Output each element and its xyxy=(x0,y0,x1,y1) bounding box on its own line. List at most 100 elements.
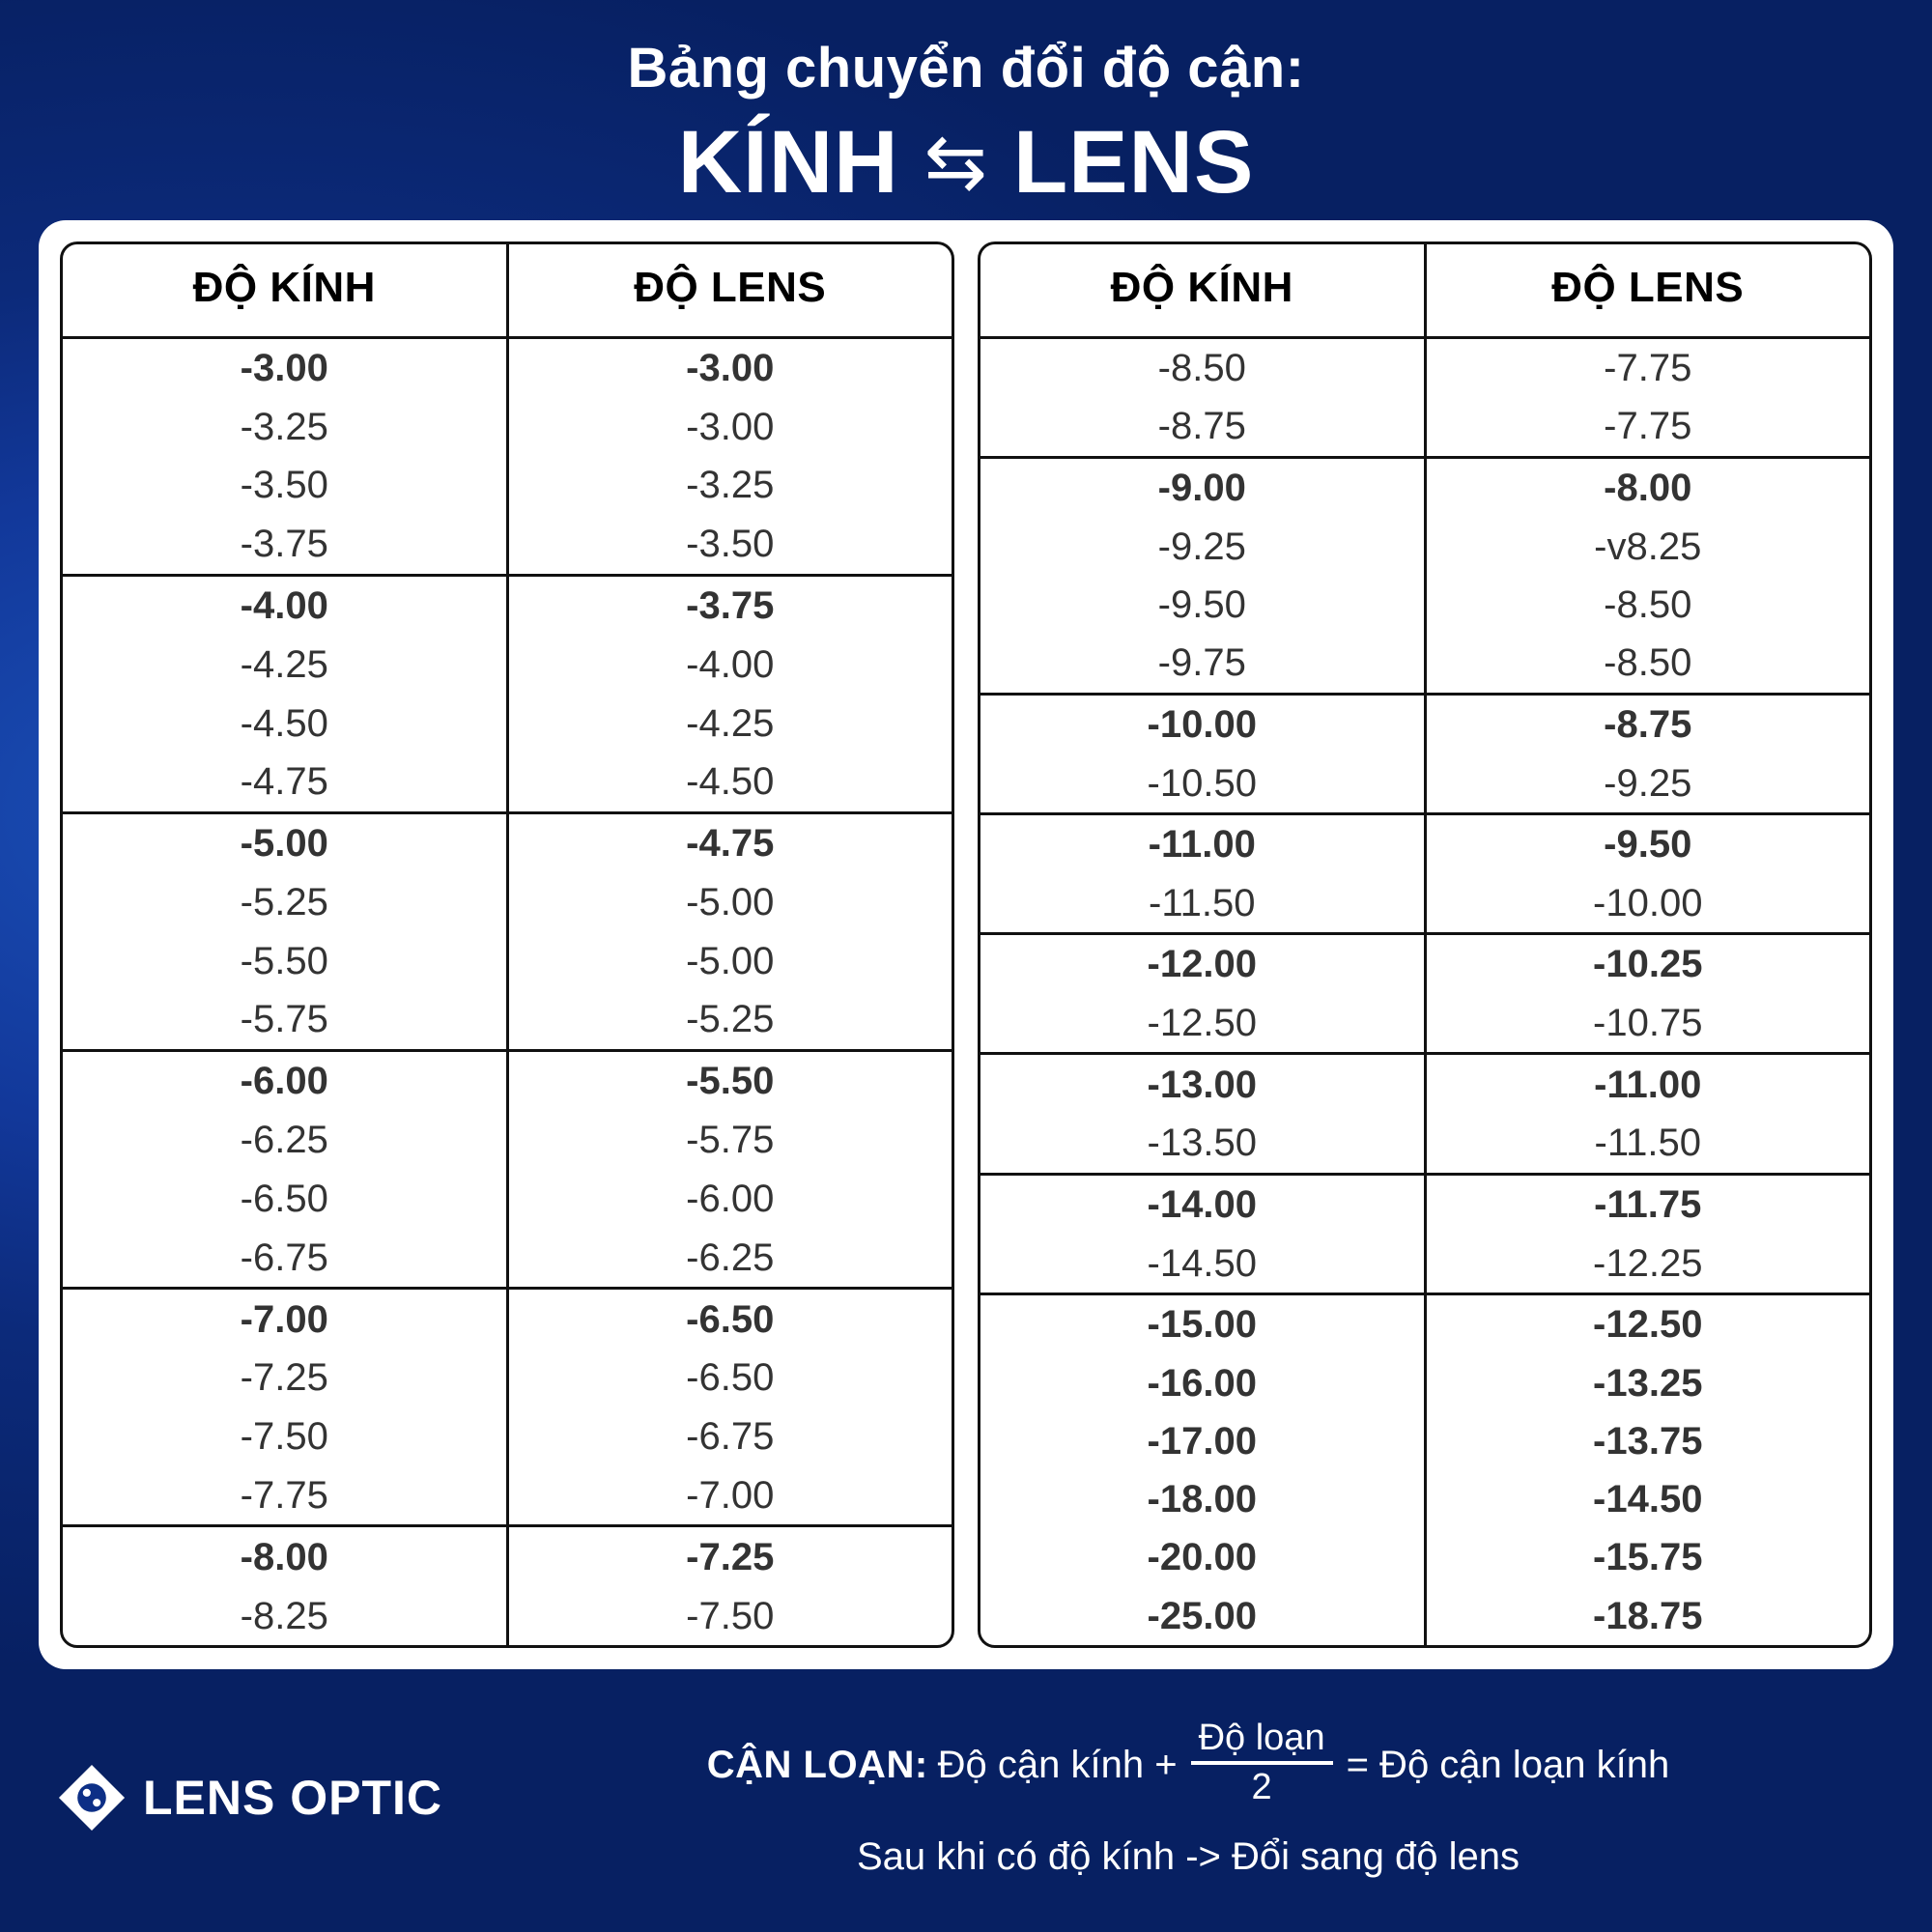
cell-do-kinh: -4.00 xyxy=(63,575,509,636)
cell-do-lens: -7.50 xyxy=(686,1594,775,1637)
cell-do-kinh: -3.00 xyxy=(63,337,509,398)
brand-name: LENS OPTIC xyxy=(143,1771,443,1825)
cell-do-kinh: -6.00 xyxy=(63,1050,509,1111)
table-row: -3.50 -3.25 xyxy=(63,456,952,515)
cell-do-kinh: -4.75 xyxy=(63,752,509,814)
page-subtitle: Bảng chuyển đổi độ cận: xyxy=(627,37,1305,99)
table-row: -5.25 -5.00 xyxy=(63,872,952,932)
cell-do-kinh: -6.50 xyxy=(63,1169,509,1229)
column-header-do-lens: ĐỘ LENS xyxy=(1425,244,1869,339)
page-title-kinh: KÍNH xyxy=(677,112,899,212)
table-row: -5.50 -5.00 xyxy=(63,931,952,990)
cell-do-kinh: -8.50 xyxy=(980,337,1427,398)
cell-do-lens: -8.00 xyxy=(1604,467,1692,510)
cell-do-lens: -6.25 xyxy=(507,1228,952,1291)
cell-do-kinh: -9.00 xyxy=(980,457,1427,518)
cell-do-lens: -6.75 xyxy=(686,1414,775,1458)
table-row: -12.50 -10.75 xyxy=(980,993,1869,1056)
formula-label: CẬN LOẠN: xyxy=(706,1743,928,1786)
cell-do-kinh: -7.75 xyxy=(63,1465,509,1528)
cell-do-lens: -4.75 xyxy=(686,822,775,866)
table-row: -8.00 -7.25 xyxy=(63,1525,952,1587)
cell-do-lens: -10.75 xyxy=(1425,993,1869,1056)
cell-do-lens: -8.50 xyxy=(1425,633,1869,696)
cell-do-kinh: -17.00 xyxy=(980,1411,1427,1471)
column-header-do-kinh: ĐỘ KÍNH xyxy=(63,244,509,339)
table-row: -7.00 -6.50 xyxy=(63,1288,952,1350)
table-row: -12.00 -10.25 xyxy=(980,933,1869,994)
cell-do-lens: -3.00 xyxy=(686,347,775,390)
cell-do-lens: -3.25 xyxy=(686,464,775,507)
cell-do-kinh: -9.75 xyxy=(980,633,1427,696)
cell-do-lens: -15.75 xyxy=(1593,1536,1703,1579)
cell-do-lens: -5.50 xyxy=(686,1060,775,1103)
cell-do-kinh: -11.00 xyxy=(980,813,1427,874)
table-row: -11.50 -10.00 xyxy=(980,873,1869,936)
cell-do-lens: -4.25 xyxy=(686,701,775,745)
table-row: -4.75 -4.50 xyxy=(63,752,952,814)
table-row: -4.00 -3.75 xyxy=(63,575,952,636)
table-row: -3.00 -3.00 xyxy=(63,337,952,398)
conversion-table-left-wrapper: ĐỘ KÍNH ĐỘ LENS -3.00 -3.00 -3.25 -3.00 -3.50-… xyxy=(60,242,954,1648)
lens-diamond-icon xyxy=(58,1764,126,1832)
cell-do-lens: -6.50 xyxy=(686,1297,775,1341)
cell-do-lens: -7.25 xyxy=(686,1535,775,1578)
cell-do-kinh: -25.00 xyxy=(980,1586,1427,1645)
cell-do-lens: -11.75 xyxy=(1594,1183,1702,1227)
formula-result: = Độ cận loạn kính xyxy=(1346,1743,1670,1786)
cell-do-lens: -5.00 xyxy=(686,939,775,982)
cell-do-kinh: -5.25 xyxy=(63,872,509,932)
table-row: -8.25 -7.50 xyxy=(63,1586,952,1645)
cell-do-lens: -7.75 xyxy=(1604,346,1692,389)
table-row: -25.00 -18.75 xyxy=(980,1586,1869,1645)
fraction-bar xyxy=(1190,1761,1333,1765)
cell-do-kinh: -15.00 xyxy=(980,1293,1427,1354)
cell-do-kinh: -7.50 xyxy=(63,1406,509,1466)
page-title-lens: LENS xyxy=(1012,112,1255,212)
cell-do-lens: -13.75 xyxy=(1593,1420,1703,1463)
table-row: -3.25 -3.00 xyxy=(63,397,952,457)
cell-do-kinh: -20.00 xyxy=(980,1528,1427,1587)
cell-do-kinh: -11.50 xyxy=(980,873,1427,936)
formula-note: Sau khi có độ kính -> Đổi sang độ lens xyxy=(857,1835,1520,1878)
cell-do-lens: -8.50 xyxy=(1604,582,1692,626)
cell-do-lens: -7.00 xyxy=(507,1465,952,1528)
table-row: -4.50 -4.25 xyxy=(63,694,952,753)
tables-container: ĐỘ KÍNH ĐỘ LENS -3.00 -3.00 -3.25 -3.00 -3.50-… xyxy=(60,242,1872,1648)
cell-do-kinh: -7.00 xyxy=(63,1288,509,1350)
table-row: -16.00 -13.25 xyxy=(980,1353,1869,1412)
cell-do-kinh: -16.00 xyxy=(980,1353,1427,1412)
table-row: -6.75 -6.25 xyxy=(63,1228,952,1291)
table-row: -11.00 -9.50 xyxy=(980,813,1869,874)
title-block: Bảng chuyển đổi độ cận: KÍNH ⇆ LENS xyxy=(0,0,1932,218)
formula-fraction: Độ loạn 2 xyxy=(1190,1718,1333,1808)
cell-do-lens: -5.25 xyxy=(507,989,952,1052)
tables-card: ĐỘ KÍNH ĐỘ LENS -3.00 -3.00 -3.25 -3.00 -3.50-… xyxy=(39,220,1893,1669)
cell-do-kinh: -3.75 xyxy=(63,514,509,577)
cell-do-kinh: -10.00 xyxy=(980,694,1427,754)
table-row: -9.00 -8.00 xyxy=(980,457,1869,518)
cell-do-lens: -8.75 xyxy=(1604,702,1692,746)
table-row: -6.00 -5.50 xyxy=(63,1050,952,1111)
conversion-table-left: ĐỘ KÍNH ĐỘ LENS -3.00 -3.00 -3.25 -3.00 -3.50-… xyxy=(63,244,952,1645)
conversion-table-right-wrapper: ĐỘ KÍNH ĐỘ LENS -8.50 -7.75 -8.75 -7.75 -9.00-… xyxy=(978,242,1872,1648)
cell-do-lens: -5.75 xyxy=(686,1119,775,1162)
table-row: -6.50 -6.00 xyxy=(63,1169,952,1229)
cell-do-kinh: -8.75 xyxy=(980,397,1427,459)
table-row: -7.75 -7.00 xyxy=(63,1465,952,1528)
cell-do-lens: -6.50 xyxy=(686,1356,775,1400)
table-row: -3.75 -3.50 xyxy=(63,514,952,577)
cell-do-kinh: -6.75 xyxy=(63,1228,509,1291)
cell-do-lens: -18.75 xyxy=(1593,1594,1703,1637)
formula-line: CẬN LOẠN: Độ cận kính + Độ loạn 2 = Độ c… xyxy=(502,1718,1874,1810)
bidirectional-arrow-icon: ⇆ xyxy=(923,119,988,205)
cell-do-kinh: -6.25 xyxy=(63,1111,509,1170)
cell-do-kinh: -14.00 xyxy=(980,1174,1427,1235)
cell-do-lens: -12.50 xyxy=(1593,1303,1703,1347)
table-row: -5.75 -5.25 xyxy=(63,989,952,1052)
cell-do-kinh: -3.50 xyxy=(63,456,509,515)
table-row: -10.50 -9.25 xyxy=(980,753,1869,815)
formula-denominator: 2 xyxy=(1251,1767,1272,1807)
table-header-row: ĐỘ KÍNH ĐỘ LENS xyxy=(63,244,952,339)
